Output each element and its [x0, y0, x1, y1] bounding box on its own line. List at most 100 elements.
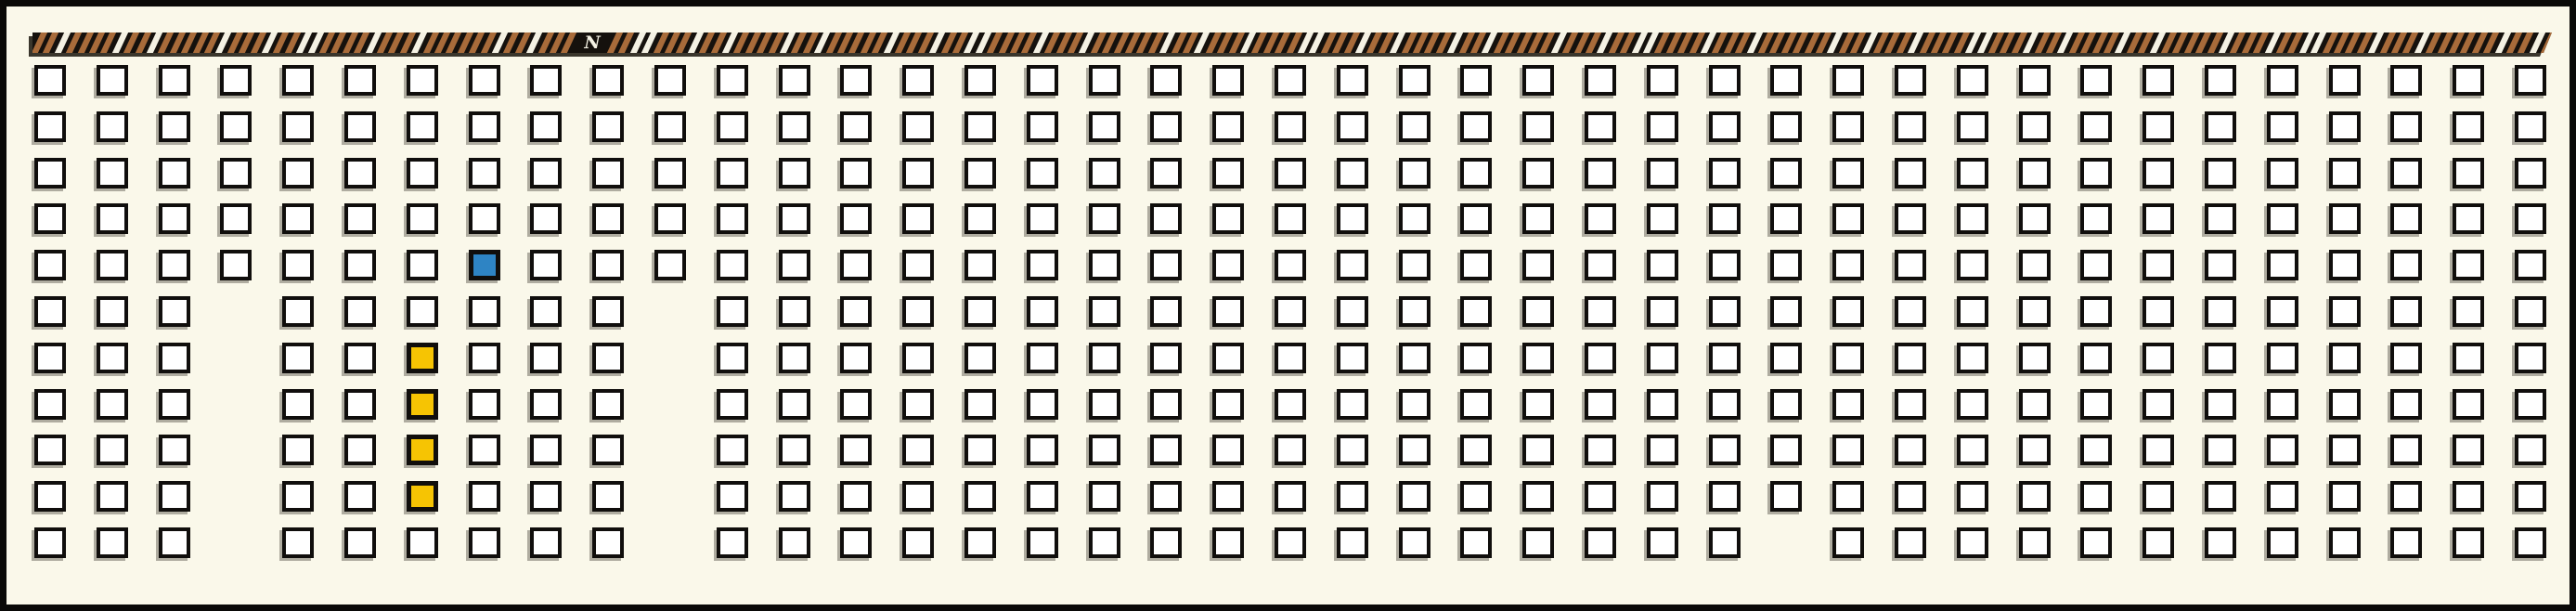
- grid-cell[interactable]: [2142, 527, 2175, 558]
- grid-cell[interactable]: [1770, 481, 1803, 513]
- grid-cell[interactable]: [1956, 250, 1988, 281]
- grid-cell[interactable]: [1088, 342, 1120, 373]
- grid-cell[interactable]: [2453, 157, 2485, 188]
- grid-cell[interactable]: [1646, 250, 1678, 281]
- grid-cell[interactable]: [964, 435, 996, 466]
- grid-cell[interactable]: [1026, 296, 1058, 327]
- grid-cell[interactable]: [96, 250, 128, 281]
- grid-cell[interactable]: [282, 110, 315, 142]
- grid-cell[interactable]: [2453, 435, 2485, 466]
- grid-cell[interactable]: [716, 65, 748, 96]
- grid-cell[interactable]: [1708, 388, 1741, 420]
- grid-cell[interactable]: [716, 388, 748, 420]
- grid-cell[interactable]: [1212, 342, 1245, 373]
- grid-cell[interactable]: [2018, 527, 2051, 558]
- grid-cell[interactable]: [1895, 435, 1926, 466]
- grid-cell[interactable]: [2328, 110, 2361, 142]
- grid-cell[interactable]: [2018, 203, 2051, 235]
- grid-cell[interactable]: [2018, 157, 2051, 188]
- grid-cell[interactable]: [1708, 250, 1741, 281]
- grid-cell[interactable]: [778, 435, 810, 466]
- grid-cell[interactable]: [2328, 342, 2361, 373]
- grid-cell[interactable]: [778, 481, 810, 513]
- grid-cell[interactable]: [468, 527, 500, 558]
- grid-cell[interactable]: [1770, 65, 1803, 96]
- grid-cell[interactable]: [530, 65, 563, 96]
- grid-cell[interactable]: [468, 65, 500, 96]
- grid-cell[interactable]: [1770, 342, 1803, 373]
- grid-cell[interactable]: [654, 110, 686, 142]
- grid-cell[interactable]: [406, 250, 438, 281]
- grid-cell[interactable]: [530, 250, 563, 281]
- grid-cell[interactable]: [1275, 527, 1306, 558]
- grid-cell[interactable]: [2390, 481, 2423, 513]
- grid-cell[interactable]: [840, 296, 873, 327]
- grid-cell[interactable]: [1398, 527, 1430, 558]
- grid-cell[interactable]: [1460, 388, 1493, 420]
- grid-cell[interactable]: [2266, 203, 2298, 235]
- grid-cell[interactable]: [1275, 435, 1306, 466]
- grid-cell[interactable]: [1832, 65, 1865, 96]
- grid-cell[interactable]: [2390, 527, 2423, 558]
- grid-cell[interactable]: [1336, 388, 1368, 420]
- grid-cell[interactable]: [1585, 157, 1616, 188]
- grid-cell[interactable]: [1398, 481, 1430, 513]
- grid-cell[interactable]: [1708, 296, 1741, 327]
- grid-cell[interactable]: [530, 481, 563, 513]
- grid-cell[interactable]: [1460, 296, 1493, 327]
- grid-cell[interactable]: [1895, 342, 1926, 373]
- grid-cell[interactable]: [2328, 250, 2361, 281]
- grid-cell[interactable]: [2266, 481, 2298, 513]
- grid-cell[interactable]: [2390, 203, 2423, 235]
- grid-cell[interactable]: [1212, 157, 1245, 188]
- grid-cell[interactable]: [282, 481, 315, 513]
- grid-cell[interactable]: [2515, 110, 2546, 142]
- grid-cell[interactable]: [282, 388, 315, 420]
- grid-cell[interactable]: [2453, 203, 2485, 235]
- grid-cell[interactable]: [1212, 203, 1245, 235]
- grid-cell[interactable]: [2453, 296, 2485, 327]
- grid-cell[interactable]: [1895, 203, 1926, 235]
- grid-cell[interactable]: [406, 203, 438, 235]
- grid-cell[interactable]: [158, 296, 190, 327]
- grid-cell[interactable]: [1646, 157, 1678, 188]
- grid-cell[interactable]: [2142, 435, 2175, 466]
- grid-cell[interactable]: [282, 342, 315, 373]
- grid-cell[interactable]: [2018, 388, 2051, 420]
- grid-cell[interactable]: [716, 342, 748, 373]
- grid-cell[interactable]: [158, 342, 190, 373]
- grid-cell[interactable]: [1275, 157, 1306, 188]
- grid-cell[interactable]: [1088, 157, 1120, 188]
- grid-cell[interactable]: [716, 296, 748, 327]
- grid-cell[interactable]: [840, 110, 873, 142]
- grid-cell[interactable]: [2205, 250, 2236, 281]
- grid-cell[interactable]: [1770, 250, 1803, 281]
- grid-cell[interactable]: [1708, 342, 1741, 373]
- grid-cell[interactable]: [2080, 481, 2113, 513]
- grid-cell[interactable]: [1212, 296, 1245, 327]
- grid-cell[interactable]: [282, 65, 315, 96]
- grid-cell[interactable]: [902, 296, 935, 327]
- grid-cell[interactable]: [1895, 157, 1926, 188]
- grid-cell[interactable]: [2515, 435, 2546, 466]
- grid-cell[interactable]: [1895, 388, 1926, 420]
- grid-cell[interactable]: [1336, 342, 1368, 373]
- grid-cell[interactable]: [406, 296, 438, 327]
- grid-cell[interactable]: [840, 342, 873, 373]
- grid-cell[interactable]: [2453, 250, 2485, 281]
- grid-cell[interactable]: [778, 296, 810, 327]
- grid-cell[interactable]: [2205, 65, 2236, 96]
- grid-cell[interactable]: [2390, 342, 2423, 373]
- grid-cell[interactable]: [1522, 527, 1555, 558]
- grid-cell[interactable]: [964, 157, 996, 188]
- grid-cell[interactable]: [1150, 388, 1183, 420]
- grid-cell[interactable]: [34, 65, 66, 96]
- grid-cell[interactable]: [2080, 65, 2113, 96]
- grid-cell[interactable]: [902, 203, 935, 235]
- grid-cell[interactable]: [2515, 388, 2546, 420]
- grid-cell[interactable]: [1336, 435, 1368, 466]
- grid-cell[interactable]: [2266, 157, 2298, 188]
- grid-cell[interactable]: [1275, 296, 1306, 327]
- grid-cell[interactable]: [1585, 342, 1616, 373]
- grid-cell[interactable]: [530, 296, 563, 327]
